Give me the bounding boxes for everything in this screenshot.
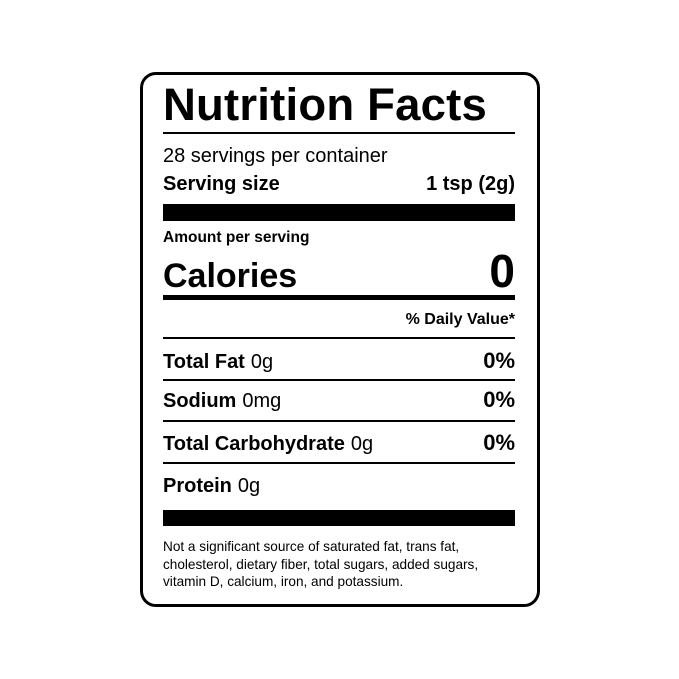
nutrient-amount: 0mg bbox=[242, 390, 282, 412]
nutrient-amount: 0g bbox=[250, 351, 274, 373]
servings-per-container: 28 servings per container bbox=[163, 145, 388, 167]
nutrient-name: Sodium bbox=[163, 390, 237, 412]
divider bbox=[163, 132, 515, 134]
nutrient-dv: 0% bbox=[483, 430, 515, 455]
nutrient-row-total-carbohydrate: Total Carbohydrate 0g 0% bbox=[163, 430, 515, 457]
amount-per-serving: Amount per serving bbox=[163, 229, 310, 246]
serving-size-row: Serving size 1 tsp (2g) bbox=[163, 171, 515, 197]
nutrient-name: Total Fat bbox=[163, 351, 245, 373]
nutrient-row-sodium: Sodium 0mg 0% bbox=[163, 387, 515, 414]
daily-value-header: % Daily Value* bbox=[405, 311, 515, 328]
nutrient-name: Total Carbohydrate bbox=[163, 433, 345, 455]
nutrient-dv: 0% bbox=[483, 387, 515, 412]
thick-divider bbox=[163, 204, 515, 221]
serving-size-value: 1 tsp (2g) bbox=[426, 173, 515, 195]
footnote: Not a significant source of saturated fa… bbox=[163, 539, 479, 589]
divider bbox=[163, 420, 515, 422]
calories-row: Calories 0 bbox=[163, 244, 515, 297]
divider bbox=[163, 379, 515, 381]
medium-divider bbox=[163, 295, 515, 300]
label-border bbox=[140, 72, 540, 607]
divider bbox=[163, 462, 515, 464]
thick-divider bbox=[163, 510, 515, 526]
calories-value: 0 bbox=[489, 245, 515, 297]
nutrient-row-protein: Protein 0g bbox=[163, 473, 515, 499]
divider bbox=[163, 337, 515, 339]
nutrient-dv: 0% bbox=[483, 348, 515, 373]
nutrient-amount: 0g bbox=[237, 475, 261, 497]
nutrient-amount: 0g bbox=[350, 433, 374, 455]
nutrient-row-total-fat: Total Fat 0g 0% bbox=[163, 348, 515, 375]
calories-label: Calories bbox=[163, 257, 298, 295]
serving-size-label: Serving size bbox=[163, 173, 280, 195]
label-title: Nutrition Facts bbox=[163, 79, 488, 130]
nutrient-name: Protein bbox=[163, 475, 232, 497]
